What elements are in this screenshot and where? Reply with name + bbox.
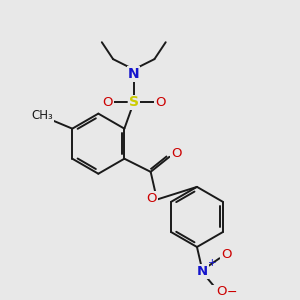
Text: −: −: [226, 286, 237, 298]
Text: O: O: [102, 96, 113, 109]
Text: O: O: [171, 147, 181, 160]
Text: O: O: [216, 285, 226, 298]
Text: +: +: [208, 258, 216, 268]
Text: N: N: [197, 265, 208, 278]
Text: CH₃: CH₃: [32, 109, 53, 122]
Text: O: O: [146, 192, 157, 205]
Text: N: N: [128, 67, 140, 81]
Text: O: O: [221, 248, 231, 261]
Text: O: O: [155, 96, 165, 109]
Text: S: S: [129, 95, 139, 109]
